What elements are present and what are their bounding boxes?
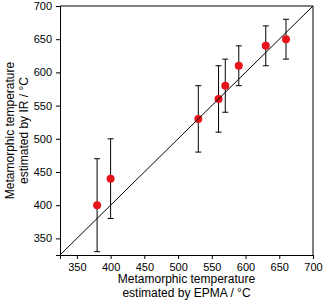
tick-label: 700 — [304, 261, 322, 273]
error-cap — [236, 45, 242, 46]
tick-label: 400 — [102, 261, 120, 273]
tick-label: 550 — [203, 261, 221, 273]
point — [235, 62, 243, 70]
tick-label: 350 — [68, 261, 86, 273]
y-axis-title: estimated by IR / °C — [17, 77, 31, 184]
chart: 350 400 450 500 550 600 650 700 350 400 450 500 550 6… — [0, 0, 325, 305]
tick: 650 — [34, 33, 60, 45]
reference-line — [60, 6, 313, 255]
tick-label: 700 — [34, 0, 52, 12]
tick-label: 500 — [34, 133, 52, 145]
error-cap — [283, 59, 289, 60]
point — [107, 175, 115, 183]
error-cap — [195, 85, 201, 86]
tick-label: 650 — [271, 261, 289, 273]
error-bar — [283, 19, 289, 59]
tick-mark — [56, 39, 60, 40]
error-bar — [263, 26, 269, 66]
y-axis-title: Metamorphic temperature — [3, 61, 17, 199]
tick-label: 350 — [34, 232, 52, 244]
tick-mark — [212, 255, 213, 259]
x-axis-title: Metamorphic temperature — [118, 272, 256, 286]
error-cap — [108, 138, 114, 139]
tick: 400 — [34, 199, 60, 211]
x-axis: 350 400 450 500 550 600 650 700 — [61, 255, 323, 273]
tick-label: 650 — [34, 33, 52, 45]
point — [262, 42, 270, 50]
axis-line — [56, 7, 61, 256]
tick-label: 500 — [169, 261, 187, 273]
error-cap — [236, 85, 242, 86]
tick-mark — [279, 255, 280, 259]
error-cap — [263, 25, 269, 26]
tick-label: 600 — [237, 261, 255, 273]
tick: 350 — [34, 232, 60, 244]
error-cap — [94, 251, 100, 252]
frame — [60, 6, 313, 7]
tick: 500 — [34, 133, 60, 145]
tick-mark — [144, 255, 145, 259]
error-cap — [195, 152, 201, 153]
tick-mark — [246, 255, 247, 259]
frame — [313, 6, 314, 255]
tick-label: 550 — [34, 100, 52, 112]
error-cap — [108, 218, 114, 219]
tick: 600 — [237, 255, 255, 273]
tick-mark — [178, 255, 179, 259]
error-bar — [94, 159, 100, 252]
tick-label: 400 — [34, 199, 52, 211]
tick: 450 — [34, 166, 60, 178]
tick-label: 450 — [136, 261, 154, 273]
tick: 550 — [203, 255, 221, 273]
tick: 600 — [34, 66, 60, 78]
tick: 700 — [304, 255, 322, 273]
tick: 350 — [68, 255, 86, 273]
tick-mark — [56, 106, 60, 107]
tick-mark — [56, 205, 60, 206]
error-cap — [94, 158, 100, 159]
tick: 650 — [271, 255, 289, 273]
tick-mark — [56, 139, 60, 140]
tick: 400 — [102, 255, 120, 273]
tick-mark — [56, 172, 60, 173]
error-cap — [263, 65, 269, 66]
point — [221, 82, 229, 90]
tick-mark — [313, 255, 314, 259]
x-axis-title: estimated by EPMA / °C — [122, 286, 251, 300]
tick-label: 600 — [34, 66, 52, 78]
axis-line — [61, 256, 314, 260]
tick-mark — [56, 6, 60, 7]
tick-mark — [77, 255, 78, 259]
point — [93, 201, 101, 209]
error-cap — [283, 19, 289, 20]
tick-mark — [56, 238, 60, 239]
tick: 700 — [34, 0, 60, 12]
error-bar — [222, 59, 228, 112]
error-cap — [222, 112, 228, 113]
tick-mark — [111, 255, 112, 259]
tick: 500 — [169, 255, 187, 273]
y-axis: 350 400 450 500 550 600 650 700 — [34, 0, 61, 255]
tick-label: 450 — [34, 166, 52, 178]
error-cap — [216, 132, 222, 133]
tick-mark — [56, 72, 60, 73]
error-cap — [216, 65, 222, 66]
error-cap — [222, 59, 228, 60]
point — [282, 35, 290, 43]
error-bar — [108, 139, 114, 219]
tick: 450 — [136, 255, 154, 273]
tick: 550 — [34, 100, 60, 112]
plot-area — [60, 6, 313, 255]
